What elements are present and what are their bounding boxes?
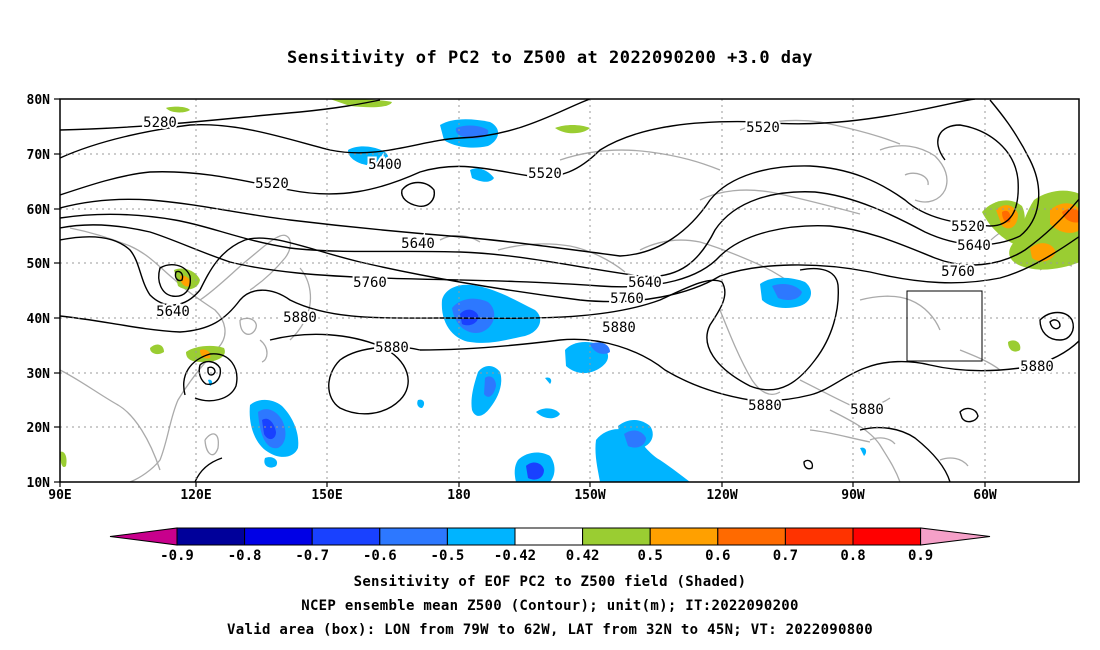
colorbar-tick-label: -0.6 [363,548,397,564]
contour-label: 5880 [602,320,636,336]
colorbar-tick-labels: -0.9 -0.8 -0.7 -0.6 -0.5 -0.42 0.42 0.5 0.6 0.7 0.… [160,548,933,564]
colorbar-right-arrow [920,527,991,546]
colorbar-tick-label: 0.42 [566,548,600,564]
contour-label: 5640 [628,275,662,291]
lon-label: 90W [841,488,865,503]
lat-label: 70N [27,148,51,163]
contour-label: 5760 [941,264,975,280]
colorbar-tick-label: 0.5 [638,548,663,564]
contour-label-group: 5280 5400 5520 5520 5520 5520 5640 5640 … [141,113,1056,420]
colorbar-tick-label: -0.42 [494,548,536,564]
contour-label: 5880 [283,310,317,326]
colorbar-tick-label: 0.7 [773,548,798,564]
contour-label: 5880 [375,340,409,356]
contour-label: 5520 [255,176,289,192]
lat-label: 30N [27,367,51,382]
colorbar-tick-label: 0.6 [705,548,730,564]
longitude-labels: 90E 120E 150E 180 150W 120W 90W 60W [48,488,997,503]
caption-shading: Sensitivity of EOF PC2 to Z500 field (Sh… [353,574,747,590]
sensitivity-map: 5280 5400 5520 5520 5520 5520 5640 5640 … [27,93,1080,503]
colorbar-swatch [649,527,719,546]
colorbar-swatch [446,527,516,546]
latitude-labels: 80N 70N 60N 50N 40N 30N 20N 10N [27,93,51,491]
contour-label: 5400 [368,157,402,173]
colorbar-swatch [784,527,854,546]
colorbar-tick-label: -0.7 [295,548,329,564]
colorbar-swatch [852,527,922,546]
colorbar-swatch [514,527,584,546]
contour-label: 5760 [353,275,387,291]
z500-contours [60,99,1079,482]
contour-label: 5880 [850,402,884,418]
colorbar-swatch [311,527,381,546]
colorbar-tick-label: 0.9 [908,548,933,564]
contour-label: 5640 [156,304,190,320]
colorbar-swatch [176,527,246,546]
colorbar-swatch [379,527,448,546]
colorbar-tick-label: -0.8 [228,548,262,564]
lat-label: 60N [27,203,51,218]
colorbar-tick-label: -0.9 [160,548,194,564]
colorbar-boxes [109,527,991,546]
colorbar-swatch [717,527,786,546]
caption-valid-area: Valid area (box): LON from 79W to 62W, L… [227,622,873,638]
map-title: Sensitivity of PC2 to Z500 at 2022090200… [286,48,813,68]
tick-marks [54,98,986,487]
contour-label: 5640 [957,238,991,254]
lat-label: 20N [27,421,51,436]
colorbar-left-arrow [109,527,178,546]
lat-label: 10N [27,476,51,491]
lat-label: 40N [27,312,51,327]
color-legend: -0.9 -0.8 -0.7 -0.6 -0.5 -0.42 0.42 0.5 0.6 0.7 0.… [109,527,991,564]
lon-label: 90E [48,488,71,503]
contour-label: 5520 [528,166,562,182]
contour-label: 5760 [610,291,644,307]
lon-label: 150W [574,488,605,503]
lat-label: 50N [27,257,51,272]
colorbar-swatch [244,527,313,546]
lon-label: 60W [973,488,997,503]
colorbar-swatch [582,527,651,546]
lon-label: 120W [706,488,737,503]
coastlines [60,119,1073,482]
lon-label: 180 [447,488,471,503]
lon-label: 120E [180,488,211,503]
contour-label: 5880 [1020,359,1054,375]
positive-sensitivity-shading [60,99,1079,468]
contour-label: 5280 [143,115,177,131]
caption-contour: NCEP ensemble mean Z500 (Contour); unit(… [301,598,799,614]
contour-label: 5520 [951,219,985,235]
colorbar-tick-label: 0.8 [840,548,865,564]
lon-label: 150E [311,488,342,503]
contour-label: 5880 [748,398,782,414]
map-frame [59,98,1080,483]
lat-label: 80N [27,93,51,108]
colorbar-tick-label: -0.5 [431,548,465,564]
valid-area-box [906,290,983,362]
contour-label: 5520 [746,120,780,136]
gridlines [60,99,1079,482]
contour-label: 5640 [401,236,435,252]
